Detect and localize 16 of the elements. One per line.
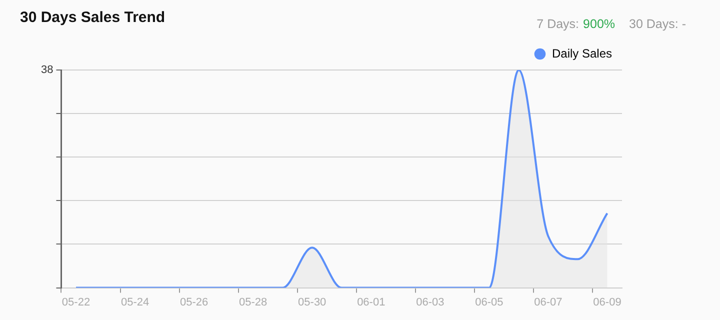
text: 30 Days: -	[629, 17, 686, 31]
x-tick-label: 06-03	[416, 296, 444, 308]
x-tick-label: 05-22	[62, 296, 90, 308]
x-tick-label: 05-30	[298, 296, 326, 308]
x-tick-label: 06-01	[357, 296, 386, 308]
y-tick-label: 38	[40, 64, 54, 76]
x-tick-label: 05-24	[120, 296, 150, 308]
x-tick-label: 06-09	[593, 296, 622, 308]
legend-label: Daily Sales	[552, 46, 612, 60]
x-tick-label: 06-05	[475, 296, 504, 308]
x-tick-label: 05-28	[239, 296, 268, 308]
text: 900%	[583, 17, 616, 31]
x-tick-label: 05-26	[180, 296, 208, 308]
x-tick-label: 06-07	[534, 296, 562, 308]
text: 7 Days:	[536, 17, 580, 31]
chart-title: 30 Days Sales Trend	[20, 9, 166, 26]
